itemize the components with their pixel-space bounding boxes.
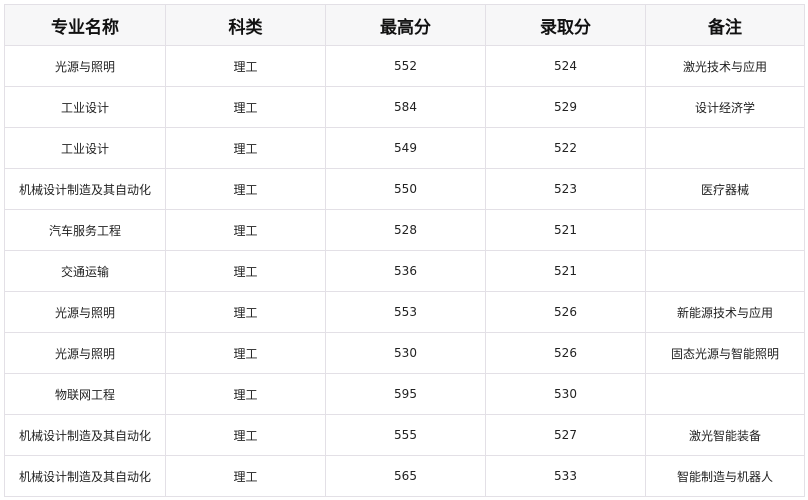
cell-major-name: 机械设计制造及其自动化	[4, 168, 166, 210]
cell-highest-score: 528	[325, 209, 486, 251]
column-header-admission-score: 录取分	[485, 4, 646, 46]
admission-scores-table: 专业名称 科类 最高分 录取分 备注 光源与照明 理工 552 524 激光技术与应用 工业设计理…	[4, 4, 805, 497]
cell-note: 设计经济学	[645, 86, 805, 128]
cell-major-name: 机械设计制造及其自动化	[4, 455, 166, 497]
cell-admission-score: 530	[485, 373, 646, 415]
cell-highest-score: 549	[325, 127, 486, 169]
cell-highest-score: 584	[325, 86, 486, 128]
table-row: 机械设计制造及其自动化 理工 550 523 医疗器械	[4, 168, 805, 210]
cell-admission-score: 529	[485, 86, 646, 128]
cell-major-name: 物联网工程	[4, 373, 166, 415]
cell-category: 理工	[165, 168, 326, 210]
cell-highest-score: 565	[325, 455, 486, 497]
cell-admission-score: 526	[485, 291, 646, 333]
cell-major-name: 交通运输	[4, 250, 166, 292]
cell-major-name: 光源与照明	[4, 291, 166, 333]
cell-major-name: 光源与照明	[4, 45, 166, 87]
cell-note: 医疗器械	[645, 168, 805, 210]
cell-note	[645, 209, 805, 251]
column-header-category: 科类	[165, 4, 326, 46]
cell-highest-score: 536	[325, 250, 486, 292]
cell-major-name: 汽车服务工程	[4, 209, 166, 251]
cell-highest-score: 595	[325, 373, 486, 415]
cell-highest-score: 530	[325, 332, 486, 374]
cell-admission-score: 523	[485, 168, 646, 210]
cell-highest-score: 550	[325, 168, 486, 210]
table-row: 物联网工程 理工 595 530	[4, 373, 805, 415]
cell-major-name: 机械设计制造及其自动化	[4, 414, 166, 456]
cell-note: 智能制造与机器人	[645, 455, 805, 497]
cell-note	[645, 127, 805, 169]
table-row: 光源与照明 理工 552 524 激光技术与应用	[4, 45, 805, 87]
cell-major-name: 工业设计	[4, 86, 166, 128]
table-row: 交通运输 理工 536 521	[4, 250, 805, 292]
cell-category: 理工	[165, 373, 326, 415]
cell-admission-score: 522	[485, 127, 646, 169]
table-row: 光源与照明 理工 553 526 新能源技术与应用	[4, 291, 805, 333]
column-header-highest-score: 最高分	[325, 4, 486, 46]
header-row: 专业名称 科类 最高分 录取分 备注	[4, 4, 805, 46]
cell-category: 理工	[165, 414, 326, 456]
cell-admission-score: 526	[485, 332, 646, 374]
cell-category: 理工	[165, 127, 326, 169]
cell-major-name: 工业设计	[4, 127, 166, 169]
cell-note: 激光技术与应用	[645, 45, 805, 87]
table-row: 机械设计制造及其自动化 理工 565 533 智能制造与机器人	[4, 455, 805, 497]
cell-note: 固态光源与智能照明	[645, 332, 805, 374]
cell-admission-score: 527	[485, 414, 646, 456]
table-row: 机械设计制造及其自动化 理工 555 527 激光智能装备	[4, 414, 805, 456]
cell-admission-score: 521	[485, 250, 646, 292]
cell-note	[645, 250, 805, 292]
table-row: 工业设计 理工 549 522	[4, 127, 805, 169]
cell-note: 激光智能装备	[645, 414, 805, 456]
cell-category: 理工	[165, 455, 326, 497]
cell-category: 理工	[165, 250, 326, 292]
cell-category: 理工	[165, 86, 326, 128]
cell-category: 理工	[165, 209, 326, 251]
cell-highest-score: 555	[325, 414, 486, 456]
table-row: 汽车服务工程 理工 528 521	[4, 209, 805, 251]
column-header-major-name: 专业名称	[4, 4, 166, 46]
cell-highest-score: 553	[325, 291, 486, 333]
cell-category: 理工	[165, 332, 326, 374]
table-row: 光源与照明 理工 530 526 固态光源与智能照明	[4, 332, 805, 374]
cell-category: 理工	[165, 291, 326, 333]
cell-note	[645, 373, 805, 415]
cell-highest-score: 552	[325, 45, 486, 87]
cell-admission-score: 533	[485, 455, 646, 497]
cell-major-name: 光源与照明	[4, 332, 166, 374]
cell-note: 新能源技术与应用	[645, 291, 805, 333]
cell-category: 理工	[165, 45, 326, 87]
cell-admission-score: 521	[485, 209, 646, 251]
cell-admission-score: 524	[485, 45, 646, 87]
table-row: 工业设计 理工 584 529 设计经济学	[4, 86, 805, 128]
column-header-note: 备注	[645, 4, 805, 46]
